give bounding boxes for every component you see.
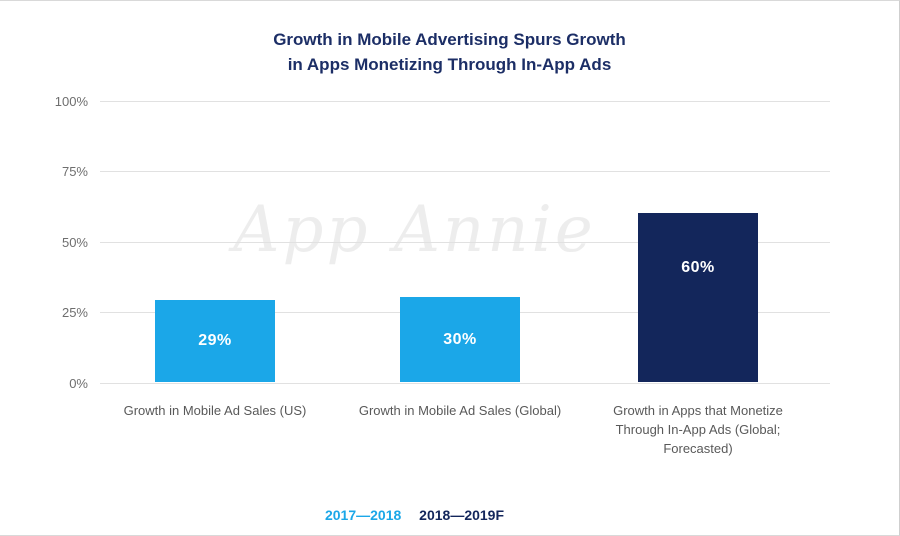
bar-value-label: 30% — [443, 330, 477, 348]
watermark: App Annie — [233, 193, 596, 267]
bar-mobile-ad-sales-global: 30% — [400, 297, 520, 382]
bar-group-in-app-ads-forecast: 60% — [638, 101, 758, 383]
y-axis-tick-75: 75% — [61, 164, 88, 179]
chart-title-line2: in Apps Monetizing Through In-App Ads — [287, 55, 612, 74]
chart-title-line1: Growth in Mobile Advertising Spurs Growt… — [273, 30, 626, 49]
chart-title: Growth in Mobile Advertising Spurs Growt… — [0, 27, 899, 77]
legend-item-2018-2019f: 2018—2019F — [419, 507, 505, 523]
x-axis-label-mobile-ad-sales-global: Growth in Mobile Ad Sales (Global) — [358, 403, 562, 418]
gridline-100: 100% — [55, 94, 830, 109]
bar-group-mobile-ad-sales-us: 29% — [155, 101, 275, 383]
gridline-0: 0% — [69, 376, 830, 391]
bar-value-label: 60% — [681, 259, 715, 276]
bar-in-app-ads-forecast: 60% — [638, 213, 758, 382]
legend-item-2017-2018: 2017—2018 — [324, 507, 402, 523]
y-axis-tick-0: 0% — [69, 376, 88, 391]
y-axis-tick-25: 25% — [61, 305, 88, 320]
gridline-75: 75% — [62, 164, 830, 179]
plot-area: 100% 75% 50% 25% 0% 29% 30% 60% — [55, 94, 830, 391]
bar-value-label: 29% — [198, 332, 232, 349]
y-axis-tick-100: 100% — [54, 94, 88, 109]
bar-group-mobile-ad-sales-global: 30% — [400, 101, 520, 383]
bar-mobile-ad-sales-us: 29% — [155, 300, 275, 382]
x-axis-label-mobile-ad-sales-us: Growth in Mobile Ad Sales (US) — [123, 403, 307, 418]
gridline-50: 50% — [62, 235, 830, 250]
legend: 2017—2018 2018—2019F — [0, 507, 829, 523]
x-axis-label-in-app-ads-forecast: Growth in Apps that Monetize Through In-… — [613, 403, 783, 456]
y-axis-tick-50: 50% — [61, 235, 88, 250]
